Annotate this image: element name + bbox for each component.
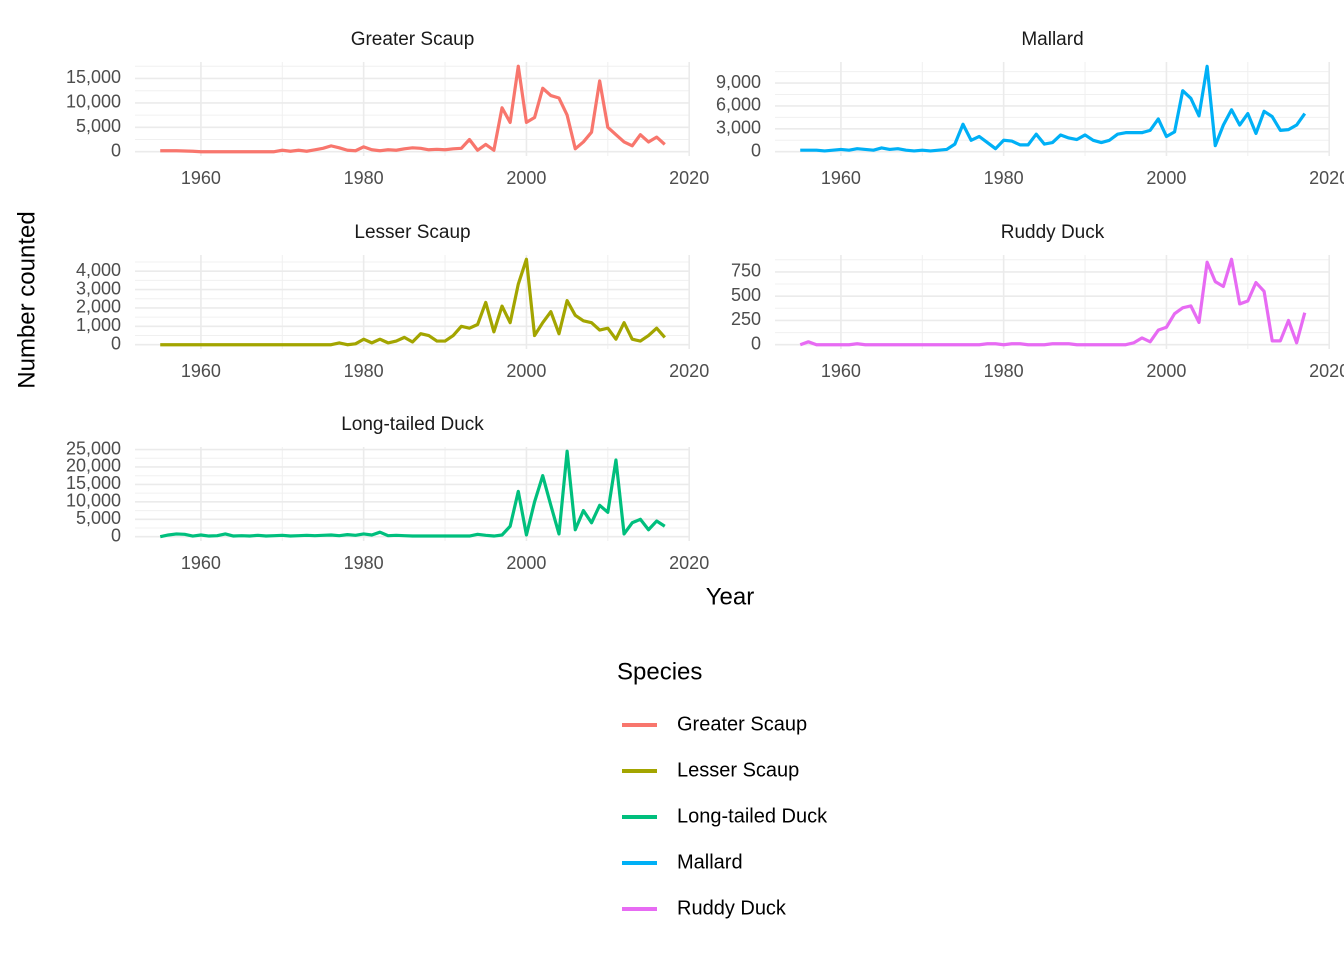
x-tick-label: 2020	[669, 168, 709, 188]
x-tick-label: 2000	[1146, 361, 1186, 381]
y-tick-label: 10,000	[66, 92, 121, 112]
y-tick-label: 500	[731, 285, 761, 305]
x-tick-label: 1980	[344, 168, 384, 188]
x-axis-title: Year	[706, 583, 755, 610]
data-line	[159, 449, 666, 539]
panel-title: Ruddy Duck	[1001, 222, 1105, 243]
x-tick-label: 2000	[506, 361, 546, 381]
y-tick-label: 2,000	[76, 297, 121, 317]
x-tick-label: 1960	[821, 361, 861, 381]
y-tick-label: 15,000	[66, 473, 121, 493]
x-tick-label: 1980	[984, 168, 1024, 188]
y-tick-label: 0	[111, 525, 121, 545]
panel-title: Mallard	[1021, 29, 1083, 50]
legend-label: Long-tailed Duck	[677, 805, 828, 827]
y-tick-label: 3,000	[76, 278, 121, 298]
x-tick-label: 2000	[1146, 168, 1186, 188]
x-tick-label: 2000	[506, 168, 546, 188]
data-line	[160, 64, 666, 154]
legend-label: Ruddy Duck	[677, 897, 787, 919]
data-line	[799, 257, 1307, 347]
legend-label: Lesser Scaup	[677, 759, 799, 781]
x-tick-label: 1960	[181, 553, 221, 573]
y-tick-label: 5,000	[76, 116, 121, 136]
y-axis-title: Number counted	[13, 211, 40, 388]
x-tick-label: 2020	[669, 361, 709, 381]
y-tick-label: 20,000	[66, 456, 121, 476]
y-tick-label: 25,000	[66, 438, 121, 458]
x-tick-label: 1980	[344, 553, 384, 573]
panel-title: Long-tailed Duck	[341, 414, 484, 435]
x-tick-label: 2020	[1309, 168, 1344, 188]
data-line	[160, 257, 666, 347]
data-line	[800, 64, 1307, 153]
y-tick-label: 0	[751, 333, 761, 353]
panel-title: Greater Scaup	[351, 29, 475, 50]
y-tick-label: 4,000	[76, 260, 121, 280]
panel-title: Lesser Scaup	[354, 222, 470, 243]
legend-label: Mallard	[677, 851, 743, 873]
x-tick-label: 2020	[1309, 361, 1344, 381]
y-tick-label: 0	[111, 333, 121, 353]
x-tick-label: 1980	[984, 361, 1024, 381]
y-tick-label: 10,000	[66, 491, 121, 511]
y-tick-label: 6,000	[716, 95, 761, 115]
x-tick-label: 2000	[506, 553, 546, 573]
legend-label: Greater Scaup	[677, 713, 807, 735]
x-tick-label: 1960	[181, 361, 221, 381]
y-tick-label: 0	[751, 140, 761, 160]
x-tick-label: 2020	[669, 553, 709, 573]
y-tick-label: 750	[731, 261, 761, 281]
y-tick-label: 250	[731, 309, 761, 329]
y-tick-label: 15,000	[66, 67, 121, 87]
x-tick-label: 1980	[344, 361, 384, 381]
y-tick-label: 3,000	[716, 118, 761, 138]
x-tick-label: 1960	[821, 168, 861, 188]
y-tick-label: 5,000	[76, 508, 121, 528]
x-tick-label: 1960	[181, 168, 221, 188]
y-tick-label: 0	[111, 140, 121, 160]
legend-title: Species	[617, 658, 702, 685]
y-tick-label: 1,000	[76, 315, 121, 335]
y-tick-label: 9,000	[716, 72, 761, 92]
